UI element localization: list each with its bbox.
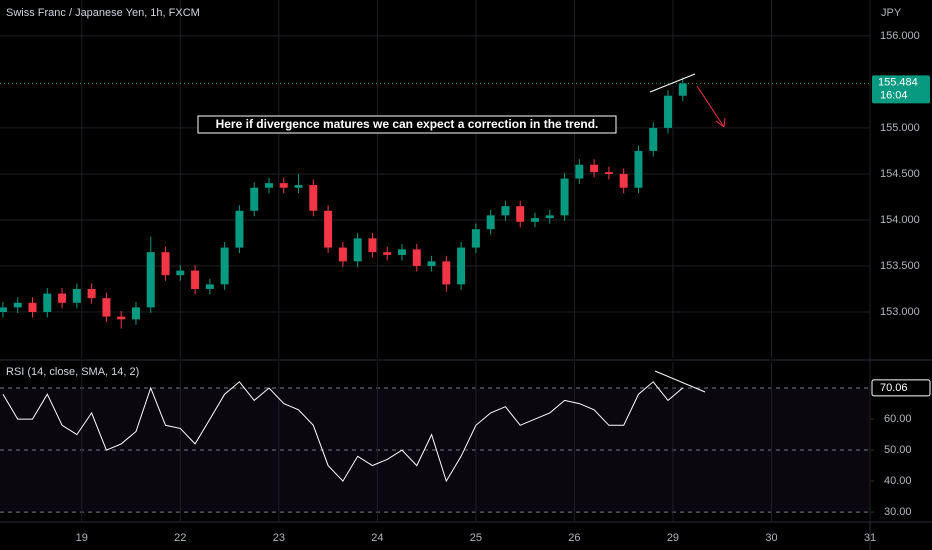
rsi-value-box	[871, 379, 931, 397]
candle-body	[338, 247, 347, 262]
candle-body	[649, 127, 658, 151]
candle-body	[427, 261, 436, 266]
x-tick-label: 22	[174, 532, 186, 544]
candle-body	[560, 178, 569, 216]
candle-body	[412, 249, 421, 266]
candle-body	[353, 238, 362, 262]
y-tick-label: 154.000	[880, 214, 920, 226]
correction-arrow	[696, 85, 725, 128]
candle-body	[13, 302, 22, 308]
y-tick-label: 156.000	[880, 30, 920, 42]
y-tick-label: 154.500	[880, 168, 920, 180]
candle-body	[604, 172, 613, 174]
x-tick-label: 23	[273, 532, 285, 544]
candle-body	[678, 83, 687, 96]
candle-body	[309, 184, 318, 211]
candle-body	[235, 210, 244, 248]
candle-body	[58, 293, 67, 303]
candle-body	[102, 298, 111, 317]
candle-body	[442, 261, 451, 285]
candle-body	[383, 252, 392, 255]
candle-body	[87, 288, 96, 299]
candle-body	[575, 164, 584, 179]
candle-body	[501, 206, 510, 216]
x-tick-label: 24	[371, 532, 383, 544]
candle-body	[486, 215, 495, 230]
arrow-head	[715, 117, 726, 128]
candle-body	[279, 183, 288, 188]
candle-body	[619, 173, 628, 188]
candle-body	[634, 150, 643, 188]
candle-body	[471, 229, 480, 248]
y-tick-label: 50.00	[884, 444, 912, 456]
candle-body	[590, 164, 599, 173]
candle-body	[531, 218, 540, 222]
last-price-box	[872, 75, 930, 104]
y-tick-label: 155.000	[880, 122, 920, 134]
divergence-line	[654, 370, 706, 393]
x-tick-label: 29	[667, 532, 679, 544]
countdown: 16:04	[880, 89, 908, 101]
rsi-value-label: 70.06	[880, 382, 908, 394]
candle-body	[146, 252, 155, 308]
annotation: Here if divergence matures we can expect…	[216, 117, 599, 131]
rsi-line	[2, 381, 684, 483]
candle-body	[294, 184, 303, 188]
x-tick-label: 25	[470, 532, 482, 544]
last-price-label: 155.484	[878, 76, 918, 88]
y-tick-label: 30.00	[884, 506, 912, 518]
rsi-title: RSI (14, close, SMA, 14, 2)	[6, 366, 139, 378]
candle-body	[397, 249, 406, 255]
candle-body	[457, 247, 466, 285]
candle-body	[176, 270, 185, 276]
x-tick-label: 31	[864, 532, 876, 544]
candle-body	[131, 307, 140, 320]
candle-body	[43, 293, 52, 312]
candle-body	[220, 247, 229, 285]
candle-body	[324, 210, 333, 248]
candle-body	[117, 316, 126, 320]
x-tick-label: 26	[568, 532, 580, 544]
candle-body	[516, 206, 525, 222]
candle-body	[664, 95, 673, 128]
axis-unit: JPY	[881, 7, 902, 19]
y-tick-label: 40.00	[884, 475, 912, 487]
candle-body	[72, 288, 81, 303]
candle-body	[0, 307, 7, 312]
candle-body	[161, 252, 170, 276]
candle-body	[545, 215, 554, 219]
divergence-line	[649, 73, 696, 93]
candle-body	[205, 284, 214, 289]
y-tick-label: 60.00	[884, 413, 912, 425]
y-tick-label: 153.000	[880, 306, 920, 318]
chart-title: Swiss Franc / Japanese Yen, 1h, FXCM	[6, 7, 200, 19]
candle-body	[250, 187, 259, 211]
candle-body	[264, 183, 273, 188]
x-tick-label: 30	[765, 532, 777, 544]
annotation-box	[197, 115, 617, 134]
candle-body	[368, 238, 377, 253]
candle-body	[191, 270, 200, 289]
x-tick-label: 19	[76, 532, 88, 544]
y-tick-label: 153.500	[880, 260, 920, 272]
candle-body	[28, 302, 37, 312]
